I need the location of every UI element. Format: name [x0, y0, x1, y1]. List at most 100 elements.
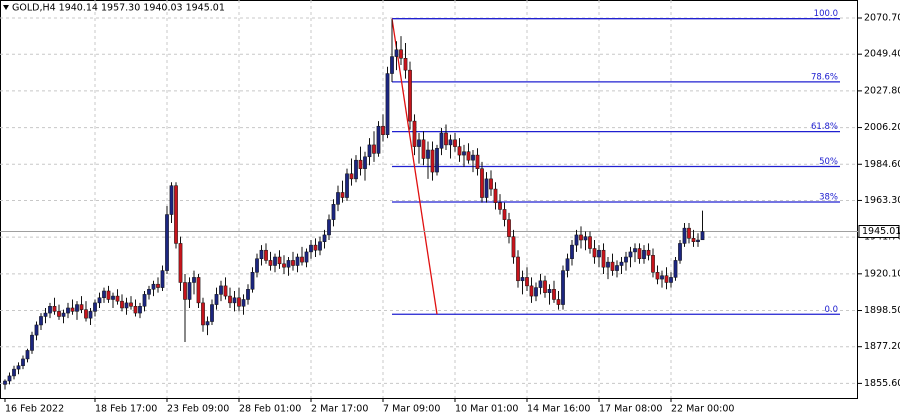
- candle-body: [291, 260, 295, 266]
- candle-body: [525, 277, 529, 287]
- candle-body: [93, 302, 97, 312]
- candle-body: [426, 149, 430, 159]
- candle-body: [498, 202, 502, 210]
- fib-trend-line: [391, 18, 438, 315]
- candle-body: [480, 168, 484, 198]
- candle-body: [367, 144, 372, 158]
- candle-body: [448, 139, 453, 146]
- candle-body: [156, 283, 160, 288]
- candle-body: [556, 299, 561, 305]
- candle-body: [34, 324, 39, 336]
- candle-body: [52, 306, 57, 312]
- candle-body: [358, 159, 363, 169]
- y-tick-label: 1963.30: [864, 195, 900, 206]
- candle-body: [574, 234, 579, 246]
- candle-body: [682, 227, 687, 244]
- candle-body: [340, 192, 345, 198]
- candle-body: [115, 295, 120, 302]
- candle-body: [628, 251, 633, 258]
- candle-body: [133, 306, 138, 314]
- candle-body: [592, 248, 597, 258]
- candle-body: [664, 275, 669, 283]
- candle-body: [241, 299, 246, 307]
- candle-body: [120, 300, 124, 309]
- candle-body: [255, 258, 259, 273]
- x-tick-label: 10 Mar 01:00: [455, 404, 518, 415]
- y-tick-label: 2027.80: [864, 85, 900, 96]
- candle-body: [552, 289, 556, 300]
- candle-body: [259, 249, 264, 259]
- candle-body: [507, 219, 511, 237]
- fib-label: 50%: [819, 157, 838, 167]
- candle-body: [363, 156, 367, 169]
- candle-body: [21, 358, 25, 366]
- candle-body: [246, 289, 250, 300]
- candle-body: [624, 256, 628, 263]
- candle-body: [646, 249, 651, 256]
- candle-body: [349, 173, 354, 180]
- candle-body: [399, 49, 403, 59]
- candle-body: [408, 69, 412, 122]
- candle-body: [12, 368, 16, 377]
- candle-body: [25, 350, 30, 360]
- candle-body: [516, 256, 520, 282]
- plot-frame: [0, 0, 858, 399]
- candle-body: [421, 139, 426, 159]
- candle-body: [70, 307, 75, 312]
- candle-body: [489, 178, 493, 190]
- candle-body: [394, 49, 399, 57]
- candle-body: [304, 251, 309, 263]
- candle-body: [102, 290, 106, 299]
- candle-body: [610, 261, 615, 271]
- candle-body: [583, 236, 588, 241]
- candle-body: [273, 256, 277, 266]
- candle-body: [84, 309, 88, 319]
- candle-body: [30, 334, 34, 351]
- candle-body: [484, 178, 489, 198]
- candle-body: [169, 185, 174, 215]
- candle-body: [637, 248, 642, 259]
- candle-body: [250, 272, 255, 290]
- candle-body: [444, 132, 448, 146]
- y-tick-label: 1920.10: [864, 268, 900, 279]
- x-tick-label: 17 Mar 08:00: [599, 404, 662, 415]
- candle-body: [538, 280, 543, 288]
- candle-body: [417, 139, 421, 147]
- fib-label: 78.6%: [811, 72, 838, 82]
- candle-body: [138, 306, 142, 314]
- candle-body: [142, 294, 147, 307]
- candle-body: [462, 151, 466, 156]
- candle-body: [435, 148, 439, 173]
- candle-body: [174, 185, 178, 244]
- candle-body: [655, 272, 660, 280]
- candle-body: [331, 204, 336, 220]
- candle-body: [57, 311, 61, 317]
- candle-body: [673, 260, 678, 278]
- candle-body: [466, 151, 471, 161]
- candle-body: [345, 173, 349, 198]
- y-tick-label: 2006.20: [864, 122, 900, 133]
- candle-body: [286, 260, 291, 268]
- x-tick-label: 7 Mar 09:00: [383, 404, 440, 415]
- candle-body: [322, 234, 327, 242]
- x-tick-label: 18 Feb 17:00: [95, 404, 157, 415]
- y-tick-label: 2049.40: [864, 49, 900, 60]
- candle-body: [601, 249, 606, 268]
- candle-body: [327, 219, 331, 236]
- candle-body: [75, 304, 79, 312]
- candle-body: [430, 149, 435, 173]
- candle-body: [642, 249, 646, 259]
- candle-body: [205, 321, 210, 326]
- candle-body: [223, 285, 228, 297]
- candle-body: [660, 275, 664, 280]
- candle-body: [232, 297, 237, 304]
- candle-body: [696, 239, 700, 242]
- candle-body: [354, 159, 358, 180]
- candle-body: [534, 287, 538, 297]
- candle-body: [237, 297, 241, 307]
- x-tick-label: 14 Mar 16:00: [527, 404, 590, 415]
- candle-body: [453, 139, 457, 147]
- candle-body: [561, 270, 565, 305]
- candle-body: [588, 236, 592, 249]
